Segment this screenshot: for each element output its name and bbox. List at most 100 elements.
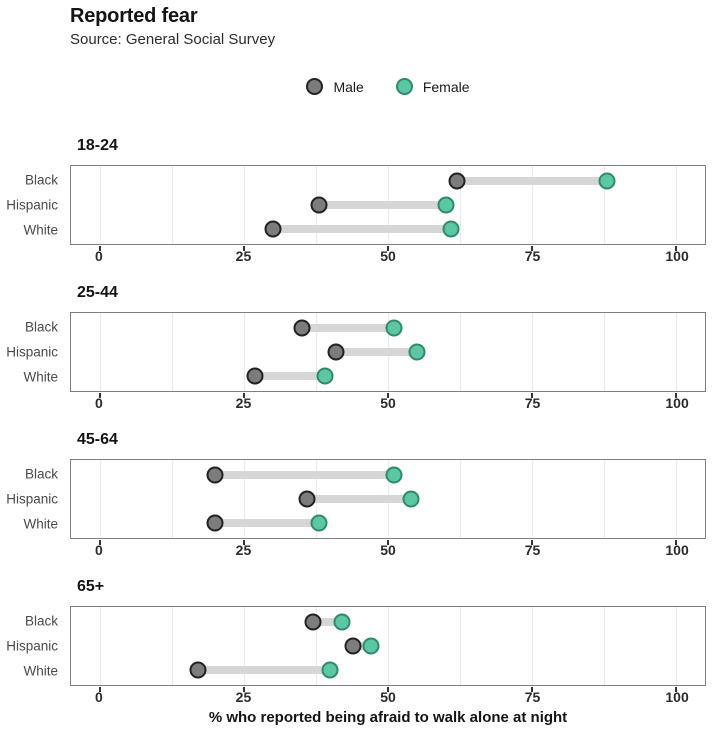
facet-label: 18-24 <box>77 137 118 154</box>
connector-segment <box>272 225 452 234</box>
facet-panels: 18-24 Black Hispanic White 0 25 50 75 100 25-44 Bl… <box>0 137 714 725</box>
facet-2544: 25-44 Black Hispanic White 0 25 50 75 100 <box>0 284 714 414</box>
tick-label: 0 <box>95 395 103 411</box>
female-dot <box>408 343 426 361</box>
tick-mark <box>98 393 101 398</box>
gridline <box>99 607 101 685</box>
female-dot <box>385 466 403 484</box>
tick-mark <box>675 393 678 398</box>
tick-mark <box>387 540 389 545</box>
tick-label: 75 <box>524 542 541 558</box>
tick-mark <box>531 687 534 692</box>
tick-label: 50 <box>380 395 396 411</box>
male-dot <box>293 319 311 337</box>
connector-segment <box>307 495 412 503</box>
tick-mark <box>531 540 534 545</box>
row-label: Hispanic <box>6 638 58 654</box>
female-dot <box>598 172 616 190</box>
legend-label: Female <box>422 78 470 95</box>
male-dot <box>310 196 328 214</box>
tick-mark <box>675 246 678 251</box>
tick-label: 50 <box>380 689 396 705</box>
panel <box>70 459 706 545</box>
row-label: Black <box>24 613 58 629</box>
male-dot <box>298 490 316 508</box>
tick-label: 75 <box>524 689 541 705</box>
gridline <box>99 313 101 391</box>
tick-label: 100 <box>665 248 689 264</box>
tick-label: 100 <box>665 395 689 411</box>
legend-label: Male <box>333 78 364 95</box>
facet-label: 25-44 <box>77 284 118 301</box>
tick-mark <box>675 540 678 545</box>
tick-mark <box>675 687 678 692</box>
gridline <box>676 313 678 391</box>
tick-label: 25 <box>235 395 252 411</box>
tick-label: 50 <box>380 248 396 264</box>
gridline <box>604 313 606 391</box>
male-dot <box>189 661 207 679</box>
gridline <box>243 607 245 685</box>
gridline <box>676 607 678 685</box>
row-label: White <box>23 663 58 679</box>
gridline <box>604 166 606 244</box>
tick-labels: 0 25 50 75 100 <box>70 392 706 414</box>
legend-item-female: Female <box>395 78 470 95</box>
facet-body: Black Hispanic White <box>0 165 714 251</box>
row-labels: Black Hispanic White <box>0 165 63 245</box>
female-dot <box>310 514 328 532</box>
gridline <box>532 607 534 685</box>
gridline <box>99 460 101 538</box>
tick-label: 75 <box>524 395 541 411</box>
row-label: Black <box>24 466 58 482</box>
tick-mark <box>98 687 101 692</box>
legend-male-dot-icon <box>306 78 324 95</box>
female-dot <box>362 637 380 655</box>
facet-label: 65+ <box>77 578 105 595</box>
male-dot <box>448 172 466 190</box>
tick-mark <box>531 246 534 251</box>
row-labels: Black Hispanic White <box>0 312 63 392</box>
connector-segment <box>215 470 394 479</box>
gridline <box>460 607 462 685</box>
gridline <box>676 460 678 538</box>
female-dot <box>316 367 334 385</box>
gridline <box>676 166 678 244</box>
tick-mark <box>531 393 534 398</box>
female-dot <box>321 661 339 679</box>
tick-mark <box>242 393 245 398</box>
female-dot <box>442 220 460 238</box>
legend-item-male: Male <box>306 78 364 95</box>
gridline <box>460 313 462 391</box>
row-labels: Black Hispanic White <box>0 459 63 539</box>
chart-subtitle: Source: General Social Survey <box>70 31 276 48</box>
male-dot <box>206 514 224 532</box>
gridline <box>532 313 534 391</box>
tick-label: 0 <box>95 689 103 705</box>
panel <box>70 606 706 692</box>
connector-segment <box>313 617 342 626</box>
tick-mark <box>242 540 245 545</box>
gridline <box>243 313 245 391</box>
facet-body: Black Hispanic White <box>0 606 714 692</box>
female-dot <box>437 196 455 214</box>
tick-label: 100 <box>665 542 689 558</box>
facet-body: Black Hispanic White <box>0 459 714 545</box>
row-label: Hispanic <box>6 197 58 213</box>
panel <box>70 165 706 251</box>
gridline <box>604 460 606 538</box>
connector-segment <box>215 519 319 528</box>
gridline <box>604 607 606 685</box>
connector-segment <box>301 323 394 332</box>
connector-segment <box>197 666 331 675</box>
legend-female-dot-icon <box>395 78 413 95</box>
gridline <box>243 460 245 538</box>
row-label: Black <box>24 172 58 188</box>
male-dot <box>304 613 322 631</box>
tick-mark <box>98 246 101 251</box>
tick-labels: 0 25 50 75 100 <box>70 686 706 708</box>
connector-segment <box>336 348 417 356</box>
gridline <box>243 166 245 244</box>
female-dot <box>385 319 403 337</box>
